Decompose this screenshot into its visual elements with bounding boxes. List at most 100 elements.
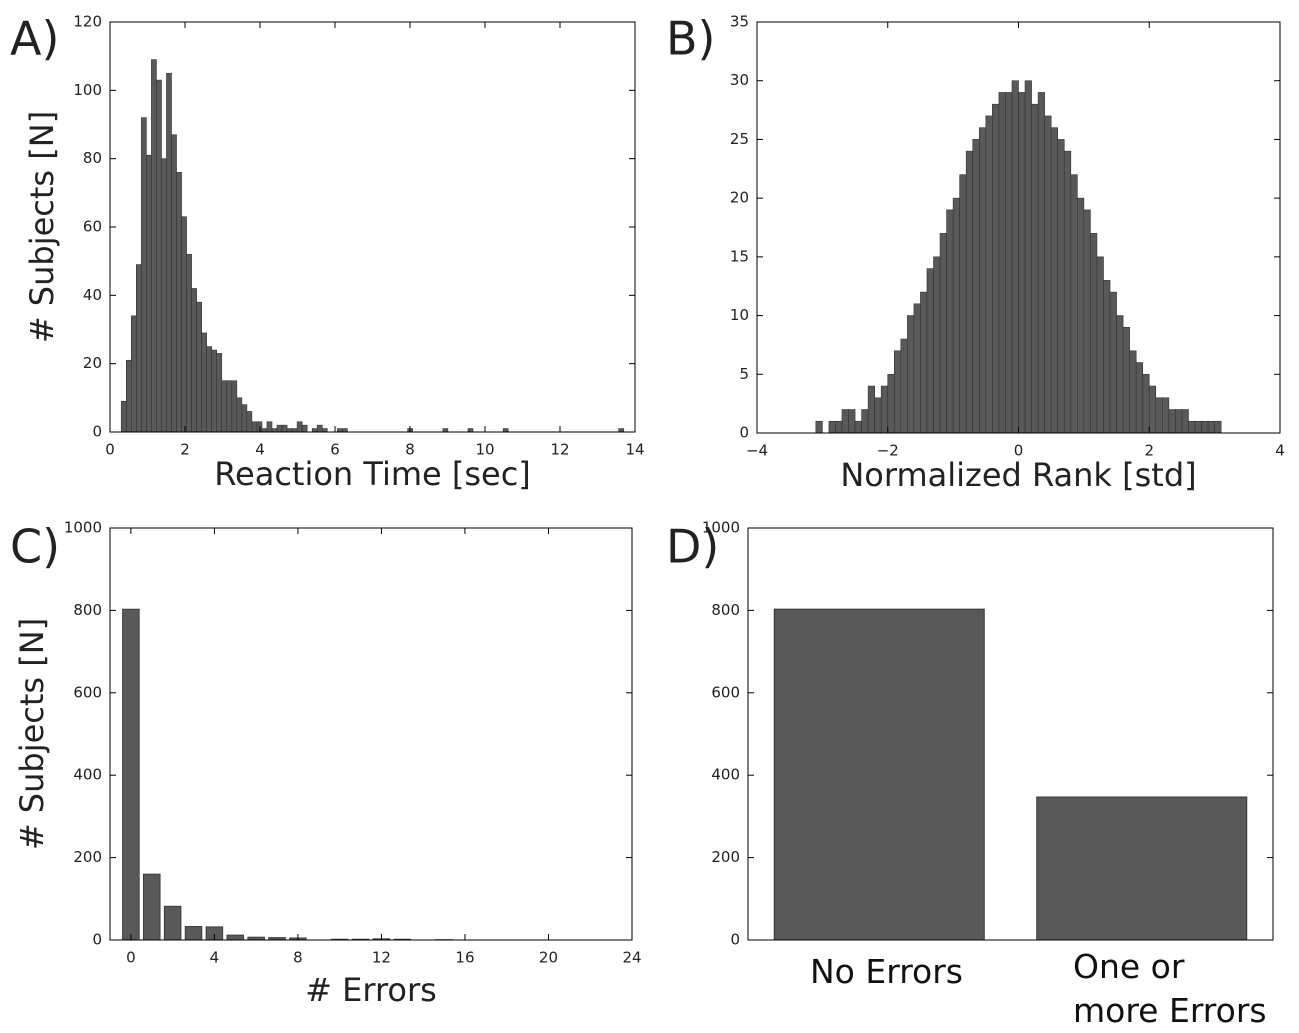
x-tick-label: 12 <box>550 441 569 459</box>
bar <box>849 410 856 433</box>
x-tick-label: −4 <box>746 442 768 460</box>
bar <box>227 935 244 940</box>
y-tick-label: 25 <box>730 130 749 148</box>
y-tick-label: 400 <box>73 766 102 784</box>
bar <box>1077 198 1084 433</box>
bar <box>1149 386 1156 433</box>
bar <box>901 339 908 433</box>
bar <box>272 429 277 432</box>
bar <box>131 316 136 432</box>
bar <box>123 609 140 940</box>
bar <box>619 429 624 432</box>
bar <box>835 421 842 433</box>
bar <box>232 381 237 432</box>
bar <box>297 422 302 432</box>
bar <box>312 429 317 432</box>
bar <box>468 429 473 432</box>
bar <box>146 155 151 432</box>
bar <box>1058 139 1065 433</box>
bar <box>156 80 161 432</box>
bar <box>979 128 986 433</box>
bar <box>934 257 941 433</box>
bar <box>182 217 187 432</box>
bar <box>1136 363 1143 433</box>
bar <box>1025 81 1032 433</box>
y-tick-label: 5 <box>739 365 749 383</box>
y-tick-label: 800 <box>73 601 102 619</box>
bar <box>888 374 895 433</box>
y-tick-label: 200 <box>711 848 740 866</box>
bar <box>927 269 934 433</box>
bar <box>920 292 927 433</box>
bar <box>192 289 197 433</box>
panel-label: B) <box>666 12 716 66</box>
x-tick-label: 16 <box>455 949 474 967</box>
bar <box>1215 421 1222 433</box>
y-tick-label: 20 <box>83 354 102 372</box>
bar <box>1051 128 1058 433</box>
bar <box>237 398 242 432</box>
bar <box>126 360 131 432</box>
y-tick-label: 600 <box>711 683 740 701</box>
bar <box>1103 280 1110 433</box>
bar <box>177 172 182 432</box>
bar <box>262 429 267 432</box>
bar <box>187 254 192 432</box>
bar <box>443 429 448 432</box>
bar <box>1045 116 1052 433</box>
x-tick-label: 12 <box>372 949 391 967</box>
bar <box>197 302 202 432</box>
bar <box>1202 421 1209 433</box>
y-tick-label: 600 <box>73 683 102 701</box>
bar <box>217 353 222 432</box>
bar <box>172 135 177 432</box>
bar <box>940 233 947 433</box>
bar <box>322 429 327 432</box>
bar <box>774 609 984 940</box>
x-tick-label: No Errors <box>810 950 963 994</box>
bar <box>829 421 836 433</box>
bar <box>881 386 888 433</box>
x-axis-label: Reaction Time [sec] <box>214 455 531 493</box>
bar <box>960 175 967 433</box>
y-tick-label: 20 <box>730 189 749 207</box>
bar <box>1012 81 1019 433</box>
bar <box>1005 92 1012 433</box>
panel-label: A) <box>10 12 59 66</box>
bar <box>202 333 207 432</box>
y-tick-label: 10 <box>730 306 749 324</box>
bar <box>966 151 973 433</box>
bar <box>136 265 141 432</box>
bar <box>166 73 171 432</box>
x-tick-label: 2 <box>180 441 190 459</box>
bar <box>143 874 160 940</box>
bar <box>1071 175 1078 433</box>
bar <box>317 425 322 432</box>
bar <box>1019 92 1026 433</box>
y-tick-label: 35 <box>730 13 749 31</box>
x-tick-label: 14 <box>625 441 644 459</box>
x-tick-label: One or more Errors <box>1073 945 1267 1033</box>
bar <box>227 381 232 432</box>
bar <box>1175 410 1182 433</box>
y-axis-label: # Subjects [N] <box>13 618 51 850</box>
bar <box>267 422 272 432</box>
bar <box>868 386 875 433</box>
x-axis-label: # Errors <box>305 971 437 1009</box>
bar <box>1156 398 1163 433</box>
bar <box>151 60 156 432</box>
bar <box>842 410 849 433</box>
bar <box>1195 421 1202 433</box>
bar <box>242 405 247 432</box>
bar <box>1097 257 1104 433</box>
bar <box>247 412 252 433</box>
panel-label: C) <box>10 520 60 574</box>
bar <box>141 118 146 432</box>
y-tick-label: 0 <box>92 931 102 949</box>
bar <box>1084 210 1091 433</box>
y-tick-label: 100 <box>73 81 102 99</box>
bar <box>222 381 227 432</box>
x-tick-label: 20 <box>539 949 558 967</box>
bar <box>1143 374 1150 433</box>
